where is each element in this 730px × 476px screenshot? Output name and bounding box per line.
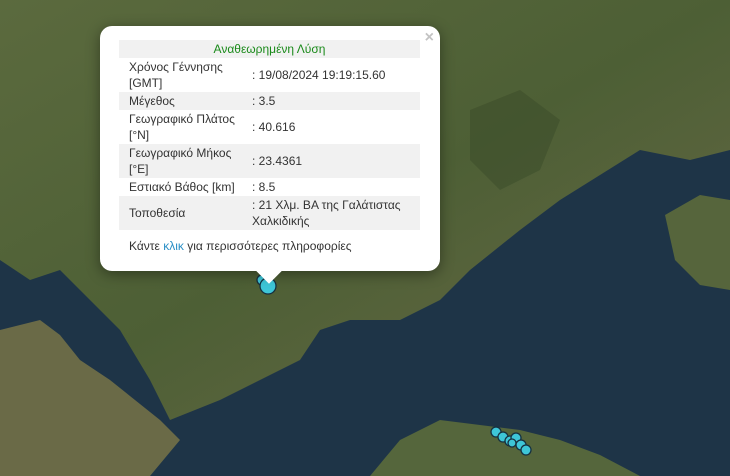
more-suffix: για περισσότερες πληροφορίες bbox=[183, 239, 352, 253]
close-icon[interactable]: × bbox=[424, 29, 434, 46]
magnitude-value: : 3.5 bbox=[242, 92, 420, 110]
earthquake-marker[interactable] bbox=[507, 438, 517, 448]
location-label: Τοποθεσία bbox=[119, 196, 242, 230]
longitude-value: : 23.4361 bbox=[242, 144, 420, 178]
longitude-label: Γεωγραφικό Μήκος [°E] bbox=[119, 144, 242, 178]
popup-title: Αναθεωρημένη Λύση bbox=[119, 40, 420, 58]
island-east bbox=[665, 195, 730, 290]
magnitude-label: Μέγεθος bbox=[119, 92, 242, 110]
earthquake-info-popup: × Αναθεωρημένη Λύση Χρόνος Γέννησης [GMT… bbox=[100, 26, 440, 284]
latitude-label: Γεωγραφικό Πλάτος [°N] bbox=[129, 112, 235, 142]
depth-label: Εστιακό Βάθος [km] bbox=[129, 180, 235, 194]
latitude-value: : 40.616 bbox=[252, 120, 296, 134]
origin-time-label: Χρόνος Γέννησης [GMT] bbox=[129, 60, 223, 90]
peninsula-west bbox=[0, 320, 180, 476]
more-info-link[interactable]: κλικ bbox=[163, 239, 184, 253]
earthquake-marker[interactable] bbox=[520, 444, 532, 456]
depth-value: : 8.5 bbox=[252, 180, 276, 194]
more-prefix: Κάντε bbox=[129, 239, 164, 253]
origin-time-value: : 19/08/2024 19:19:15.60 bbox=[252, 68, 386, 82]
more-info-text: Κάντε κλικ για περισσότερες πληροφορίες bbox=[129, 239, 352, 253]
location-value: : 21 Χλμ. ΒΑ της Γαλάτιστας Χαλκιδικής bbox=[242, 196, 420, 230]
peninsula-south bbox=[370, 420, 640, 476]
earthquake-details-table: Αναθεωρημένη Λύση Χρόνος Γέννησης [GMT]:… bbox=[119, 40, 420, 230]
mountains bbox=[470, 90, 560, 190]
